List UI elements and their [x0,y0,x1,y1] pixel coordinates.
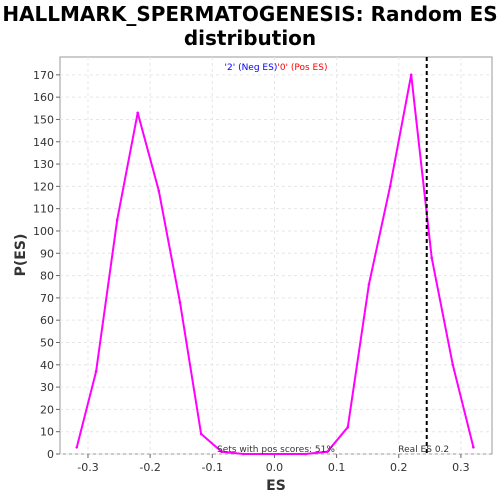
data-point [220,450,223,454]
x-tick-label: 0.1 [328,461,346,474]
y-tick-label: 90 [40,247,54,260]
data-point [75,446,79,449]
data-point [430,256,434,260]
y-tick-label: 160 [33,91,54,104]
data-point [178,301,182,304]
y-tick-label: 40 [40,359,54,372]
data-point [409,73,413,77]
y-tick-label: 70 [40,292,54,305]
y-tick-label: 120 [33,180,54,193]
x-tick-label: -0.2 [139,461,160,474]
data-point [325,450,329,454]
y-tick-label: 10 [40,426,54,439]
y-tick-label: 80 [40,270,54,283]
data-point [157,189,161,193]
series-line [75,73,475,455]
data-point [199,432,203,436]
y-axis-title: P(ES) [13,234,29,277]
data-point [242,452,245,456]
data-point [367,283,371,286]
data-point [346,425,350,429]
x-axis-ticks: -0.3 -0.2 -0.1 0.0 0.1 0.2 0.3 [77,454,470,474]
y-tick-label: 0 [47,448,54,461]
series-layer [75,73,475,456]
y-tick-label: 170 [33,69,54,82]
data-point [304,452,307,456]
x-tick-label: -0.1 [202,461,223,474]
data-point [388,185,392,188]
data-point [115,218,119,222]
y-tick-label: 130 [33,158,54,171]
x-tick-label: -0.3 [77,461,98,474]
data-point [136,111,139,115]
y-tick-label: 150 [33,113,54,126]
y-tick-label: 140 [33,136,54,149]
data-point [472,446,475,449]
y-tick-label: 110 [33,203,54,216]
y-tick-label: 60 [40,314,54,327]
x-tick-label: 0.3 [452,461,470,474]
x-tick-label: 0.0 [266,461,284,474]
legend-entry-pos: '0' (Pos ES) [277,63,327,73]
chart-title: HALLMARK_SPERMATOGENESIS: Random ES dist… [0,2,500,50]
y-tick-label: 100 [33,225,54,238]
x-tick-label: 0.2 [390,461,408,474]
y-axis-ticks: 0 10 20 30 40 50 60 70 80 90 100 110 120 130 140 150 160… [33,69,60,461]
data-point [451,363,455,367]
chart-title-line1: HALLMARK_SPERMATOGENESIS: Random ES [2,2,498,26]
chart-title-line2: distribution [183,26,317,50]
x-axis-title: ES [266,478,286,494]
y-tick-label: 30 [40,381,54,394]
plot-area [59,56,493,455]
data-point [94,370,98,373]
y-tick-label: 20 [40,403,54,416]
y-tick-label: 50 [40,336,54,349]
real-es-label: Real ES 0.2 [398,445,449,455]
legend: '2' (Neg ES)'0' (Pos ES) [225,63,328,73]
legend-entry-neg: '2' (Neg ES) [225,63,278,73]
pos-scores-annotation: Sets with pos scores: 51% [217,445,335,455]
